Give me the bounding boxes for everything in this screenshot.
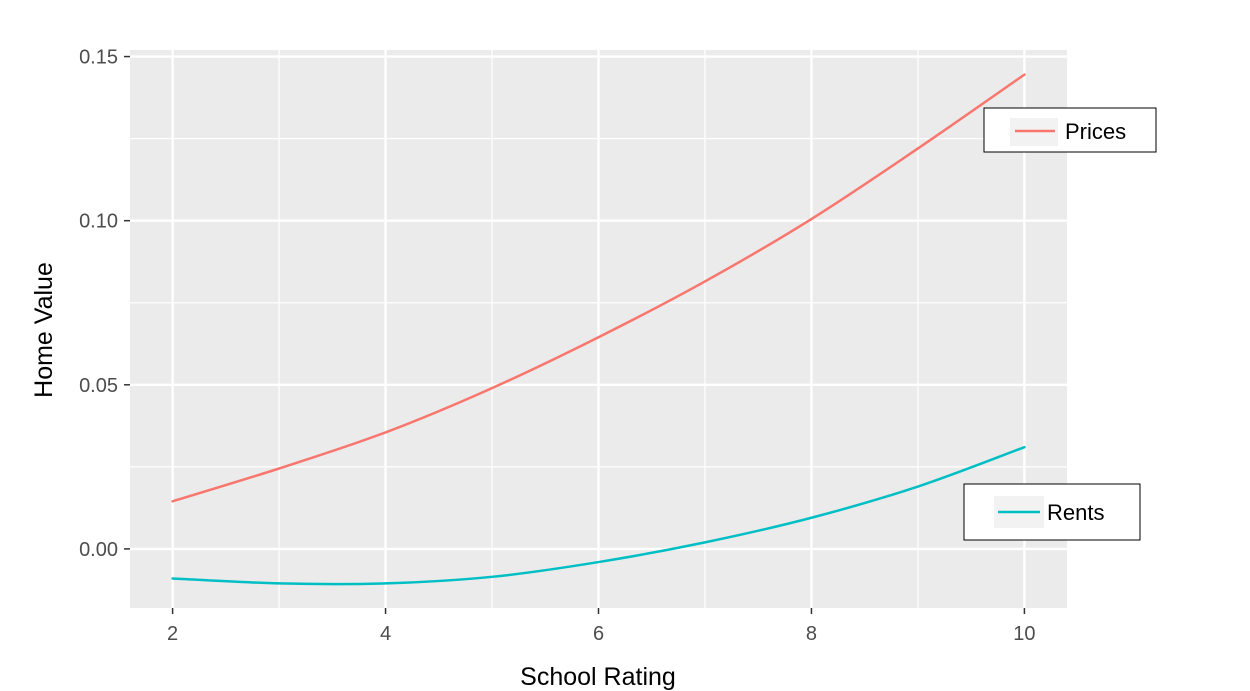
- legend-prices: Prices: [983, 107, 1157, 153]
- y-tick-label: 0.10: [79, 211, 118, 233]
- legend-rents-label: Rents: [1047, 500, 1104, 525]
- legend-rents-box: [963, 483, 1141, 541]
- x-tick-label: 2: [167, 623, 178, 645]
- series-line-rents: [171, 445, 1026, 586]
- y-tick-label: 0.15: [79, 47, 118, 69]
- legend-prices-label: Prices: [1065, 119, 1126, 144]
- series-lines: [171, 73, 1026, 586]
- x-axis-title: School Rating: [520, 663, 676, 691]
- series-line-prices: [171, 73, 1026, 503]
- x-axis: 2 4 6 8 10: [167, 608, 1036, 645]
- x-tick-label: 6: [593, 623, 604, 645]
- major-gridlines: [130, 50, 1067, 608]
- x-tick-label: 4: [380, 623, 391, 645]
- x-tick-label: 10: [1013, 623, 1035, 645]
- legend-rents: Rents: [963, 483, 1141, 541]
- x-tick-label: 8: [806, 623, 817, 645]
- y-tick-label: 0.05: [79, 375, 118, 397]
- y-tick-label: 0.00: [79, 539, 118, 561]
- y-axis: 0.00 0.05 0.10 0.15: [79, 47, 130, 561]
- y-axis-title: Home Value: [30, 262, 58, 398]
